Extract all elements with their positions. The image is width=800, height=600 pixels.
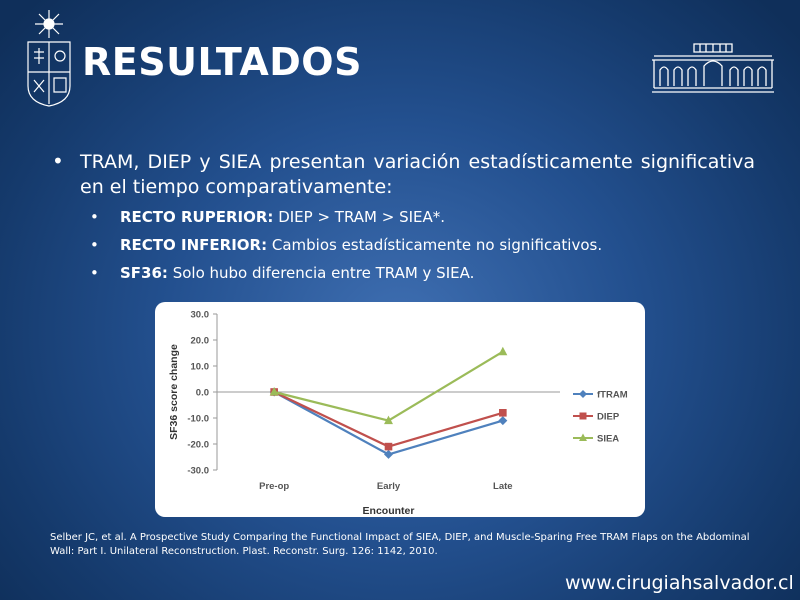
sub-bullet: • RECTO RUPERIOR: DIEP > TRAM > SIEA*.	[50, 206, 755, 228]
citation-text: Selber JC, et al. A Prospective Study Co…	[50, 532, 750, 557]
sf36-line-chart: 30.0 20.0 10.0 0.0 -10.0 -20.0 -30.0 Pre-op Earl…	[155, 302, 645, 517]
sub-bullet-label: SF36:	[120, 264, 168, 282]
legend-marker-siea	[579, 433, 587, 441]
y-tick-label: -10.0	[187, 414, 209, 425]
legend-entry: fTRAM	[597, 390, 628, 401]
y-tick-label: -20.0	[187, 440, 209, 451]
data-point-ftram	[384, 449, 393, 459]
sub-bullet-text: Cambios estadísticamente no significativ…	[267, 236, 603, 254]
sub-bullet-text: DIEP > TRAM > SIEA*.	[273, 208, 446, 226]
y-tick-label: 20.0	[191, 336, 210, 347]
legend-marker-diep	[579, 412, 587, 420]
bullet-dot-icon: •	[90, 264, 99, 282]
legend-marker-ftram	[579, 390, 587, 398]
legend-entry: DIEP	[597, 412, 620, 423]
y-tick-label: 30.0	[191, 310, 210, 321]
bullet-dot-icon: •	[90, 208, 99, 226]
x-tick-label: Pre-op	[259, 481, 289, 492]
legend-entry: SIEA	[597, 434, 619, 445]
y-axis-title: SF36 score change	[168, 344, 180, 440]
sub-bullet-label: RECTO INFERIOR:	[120, 236, 268, 254]
data-point-siea	[384, 415, 393, 425]
y-tick-label: -30.0	[187, 466, 209, 477]
main-bullet: • TRAM, DIEP y SIEA presentan variación …	[50, 149, 755, 200]
data-point-diep	[384, 442, 393, 451]
y-tick-label: 10.0	[191, 362, 210, 373]
sub-bullet: • RECTO INFERIOR: Cambios estadísticamen…	[50, 234, 755, 256]
x-axis-title: Encounter	[363, 505, 415, 517]
data-point-ftram	[498, 416, 508, 426]
bullet-dot-icon: •	[90, 236, 99, 254]
sub-bullet-label: RECTO RUPERIOR:	[120, 208, 274, 226]
sub-bullet: • SF36: Solo hubo diferencia entre TRAM …	[50, 262, 755, 284]
data-point-siea	[498, 346, 508, 356]
slide-title: RESULTADOS	[82, 40, 362, 84]
x-tick-label: Late	[493, 481, 513, 492]
sub-bullet-text: Solo hubo diferencia entre TRAM y SIEA.	[167, 264, 475, 282]
data-point-siea	[269, 387, 279, 396]
university-crest-logo	[27, 10, 71, 107]
data-point-diep	[499, 409, 507, 417]
footer-url: www.cirugiahsalvador.cl	[565, 572, 794, 594]
building-facade-logo	[652, 43, 774, 93]
main-bullet-text: TRAM, DIEP y SIEA presentan variación es…	[80, 151, 755, 198]
bullet-list: • TRAM, DIEP y SIEA presentan variación …	[50, 149, 755, 284]
y-tick-label: 0.0	[196, 388, 209, 399]
chart-canvas: 30.0 20.0 10.0 0.0 -10.0 -20.0 -30.0 Pre-op Earl…	[168, 310, 628, 518]
bullet-dot-icon: •	[52, 149, 64, 173]
x-tick-label: Early	[377, 481, 401, 492]
